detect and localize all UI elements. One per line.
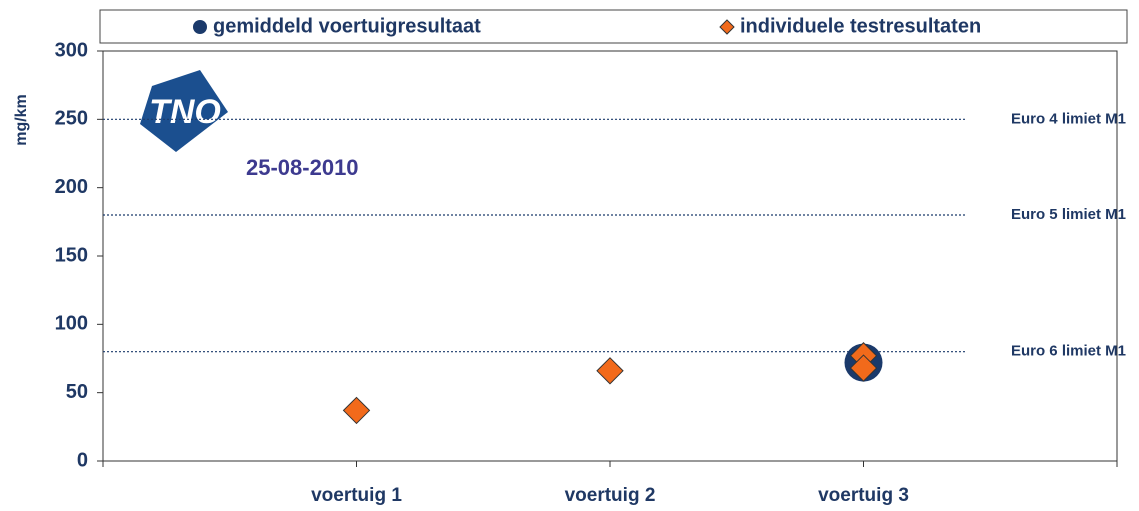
y-tick-label: 250	[55, 108, 88, 130]
logo-text: TNO	[149, 93, 221, 131]
y-tick-label: 300	[55, 39, 88, 61]
y-axis-label: mg/km	[13, 94, 30, 146]
y-tick-label: 0	[77, 449, 88, 471]
reference-label: Euro 5 limiet M1	[1011, 206, 1126, 223]
y-tick-label: 100	[55, 313, 88, 335]
legend-label: individuele testresultaten	[740, 15, 981, 37]
legend-marker	[193, 20, 207, 34]
legend-marker	[719, 19, 735, 35]
logo-shape	[140, 70, 228, 152]
y-tick-label: 200	[55, 176, 88, 198]
logo: TNO	[140, 70, 228, 152]
plot-frame	[102, 50, 1118, 462]
reference-label: Euro 6 limiet M1	[1011, 343, 1126, 360]
y-tick-label: 150	[55, 244, 88, 266]
x-tick-label: voertuig 1	[311, 485, 402, 506]
legend-label: gemiddeld voertuigresultaat	[213, 15, 481, 37]
x-tick-label: voertuig 2	[565, 485, 656, 506]
test-marker	[596, 357, 624, 385]
reference-label: Euro 4 limiet M1	[1011, 110, 1126, 127]
test-marker	[849, 354, 878, 382]
test-marker	[342, 396, 371, 425]
date-annotation: 25-08-2010	[246, 155, 359, 180]
y-tick-label: 50	[66, 381, 88, 403]
legend-box	[99, 9, 1128, 44]
x-tick-label: voertuig 3	[818, 485, 909, 506]
